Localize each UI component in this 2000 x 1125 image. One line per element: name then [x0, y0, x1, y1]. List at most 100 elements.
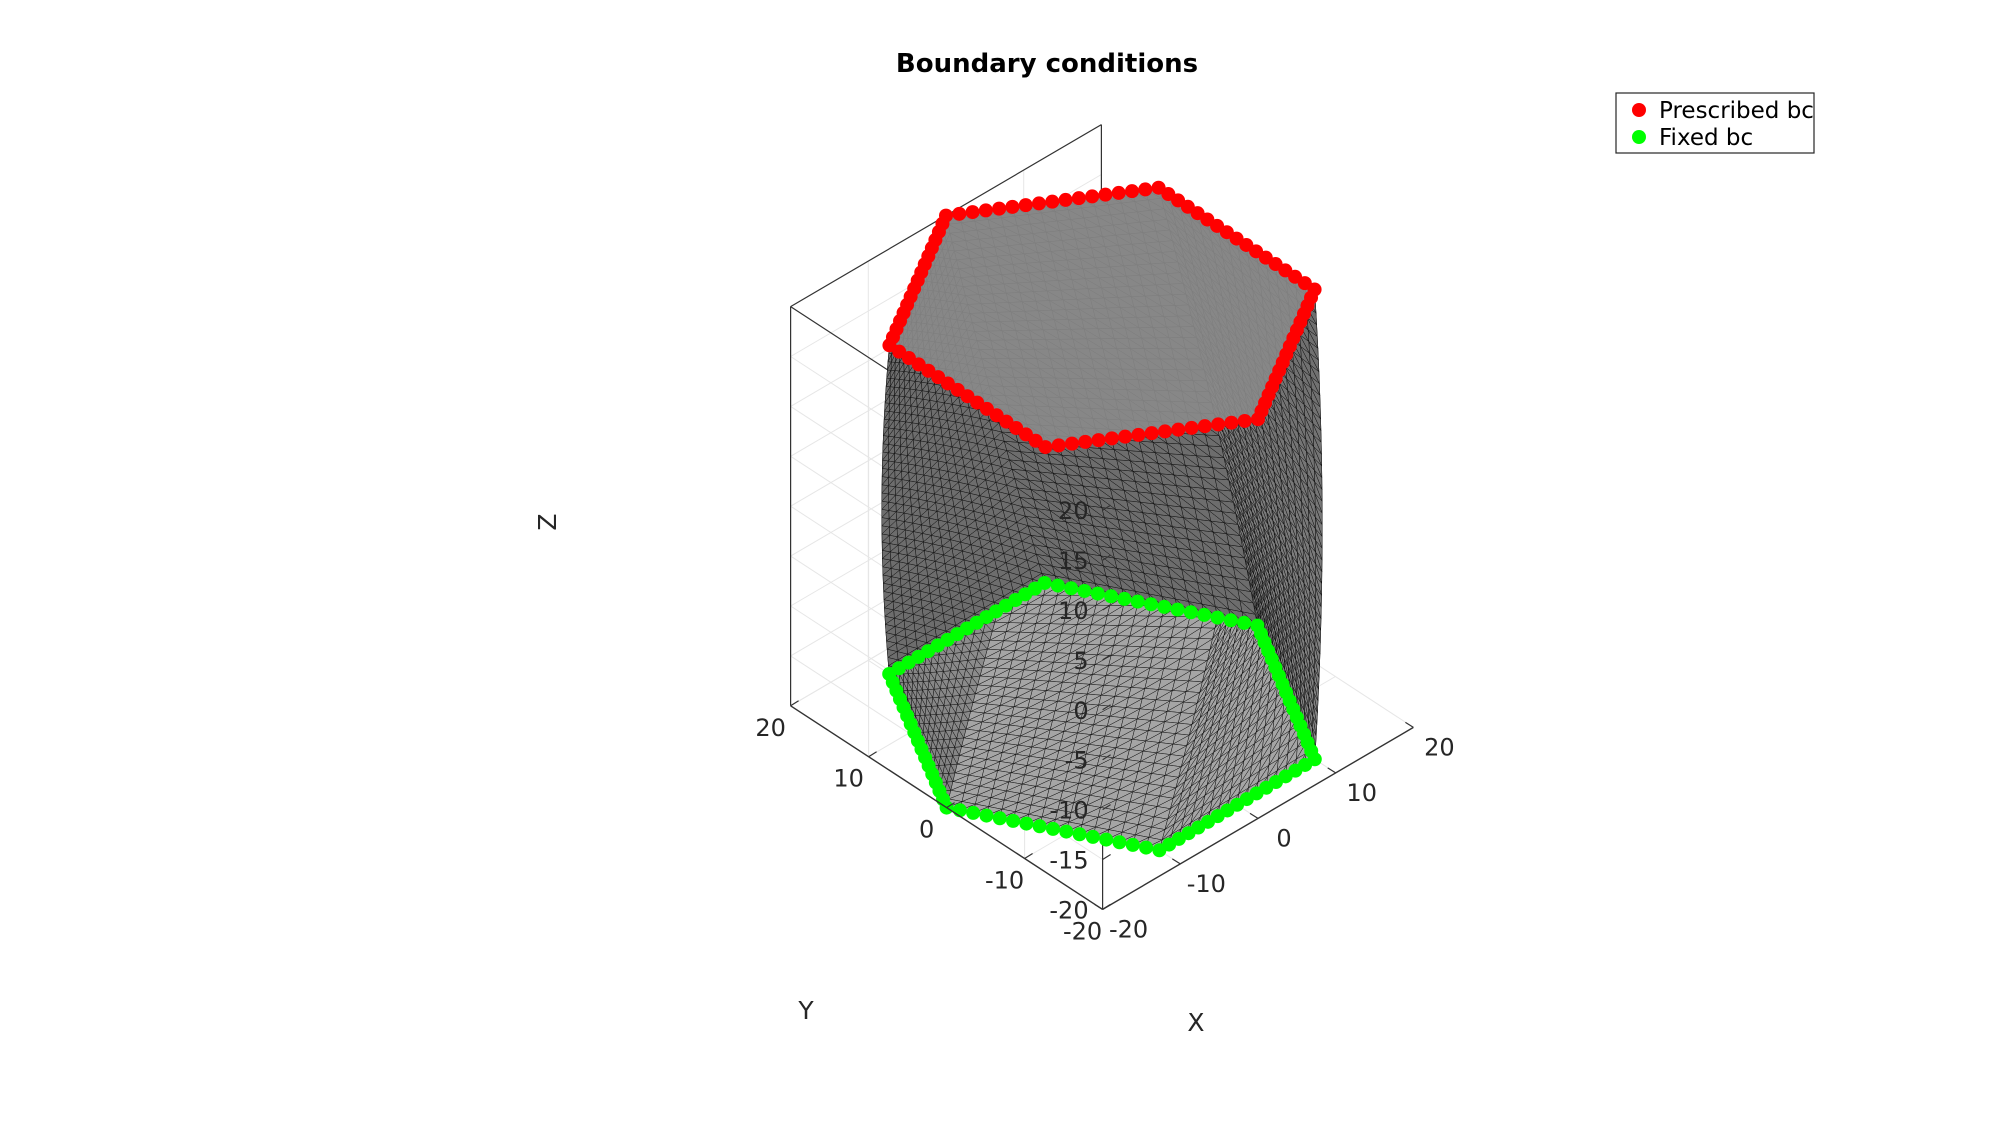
mesh-face: [1049, 720, 1068, 731]
mesh-face: [1074, 732, 1092, 744]
mesh-face: [1000, 640, 1019, 651]
mesh-face: [1009, 659, 1028, 670]
mesh-face: [1135, 824, 1153, 836]
mesh-face: [979, 777, 997, 787]
mesh-face: [1134, 771, 1153, 783]
mesh-face: [1044, 797, 1062, 808]
mesh-face: [981, 768, 999, 778]
mesh-face: [1092, 664, 1110, 675]
mesh-face: [1152, 647, 1170, 659]
mesh-face: [1054, 701, 1073, 712]
mesh-face: [1108, 819, 1126, 831]
mesh-face: [1090, 724, 1109, 736]
mesh-face: [999, 752, 1017, 762]
mesh-face: [1135, 656, 1154, 668]
mesh-face: [1070, 692, 1089, 704]
mesh-face: [1093, 714, 1111, 726]
mesh-face: [1032, 679, 1050, 690]
mesh-face: [1002, 686, 1020, 697]
mesh-face: [1148, 826, 1166, 838]
mesh-face: [1008, 715, 1027, 726]
mesh-face: [992, 723, 1011, 733]
mesh-face: [1140, 750, 1158, 762]
mesh-face: [1008, 772, 1026, 783]
mesh-face: [1015, 802, 1032, 813]
mesh-face: [1084, 804, 1102, 816]
mesh-face: [1129, 791, 1147, 803]
mesh-face: [1097, 807, 1115, 818]
mesh-face: [1020, 669, 1039, 680]
mesh-face: [1177, 658, 1195, 671]
mesh-face: [1121, 769, 1139, 781]
mesh-face: [1073, 682, 1091, 694]
mesh-face: [986, 750, 1004, 760]
mesh-face: [1137, 814, 1156, 826]
mesh-face: [1118, 727, 1136, 739]
mesh-face: [997, 761, 1015, 771]
mesh-face: [1089, 785, 1107, 796]
mesh-face: [1057, 691, 1075, 702]
mesh-face: [990, 788, 1008, 799]
mesh-face: [1084, 693, 1102, 705]
mesh-face: [1124, 811, 1142, 823]
mesh-face: [999, 696, 1018, 706]
mesh-face: [1118, 779, 1137, 791]
mesh-face: [1098, 694, 1116, 706]
mesh-face: [1099, 745, 1117, 757]
mesh-face: [1048, 778, 1067, 789]
mesh-face: [1060, 731, 1079, 742]
mesh-face: [1042, 748, 1060, 759]
mesh-face: [1124, 645, 1143, 657]
mesh-face: [1010, 763, 1028, 774]
mesh-face: [1014, 641, 1032, 652]
mesh-face: [1107, 767, 1126, 779]
mesh-face: [1110, 645, 1129, 657]
mesh-face: [1148, 773, 1166, 785]
mesh-face: [1163, 658, 1181, 670]
mesh-face: [1045, 680, 1064, 692]
mesh-face: [983, 759, 1001, 769]
mesh-face: [1116, 789, 1134, 801]
mesh-face: [1142, 740, 1161, 752]
mesh-face: [1166, 700, 1185, 712]
mesh-face: [1169, 743, 1188, 756]
mesh-face: [988, 685, 1007, 696]
mesh-face: [1153, 699, 1171, 711]
mesh-face: [1087, 684, 1105, 695]
mesh-face: [1095, 816, 1113, 828]
mesh-face: [1083, 644, 1101, 655]
mesh-face: [1050, 661, 1069, 673]
mesh-face: [1108, 655, 1126, 666]
mesh-face: [1169, 690, 1187, 702]
mesh-face: [1143, 793, 1161, 805]
mesh-face: [1111, 696, 1130, 707]
mesh-face: [1151, 762, 1169, 774]
mesh-face: [1026, 755, 1044, 766]
mesh-face: [1004, 677, 1023, 688]
mesh-face: [1155, 689, 1174, 701]
mesh-face: [1129, 739, 1147, 750]
mesh-face: [979, 721, 997, 732]
mesh-face: [965, 774, 983, 785]
mesh-face: [1037, 767, 1055, 778]
mesh-face: [1077, 723, 1095, 734]
mesh-face: [1144, 677, 1162, 689]
mesh-face: [1120, 717, 1139, 729]
mesh-face: [1172, 733, 1191, 745]
mesh-face: [1067, 761, 1085, 773]
mesh-face: [1115, 737, 1133, 749]
mesh-face: [1138, 646, 1156, 658]
mesh-face: [1158, 731, 1177, 743]
mesh-face: [1101, 735, 1120, 747]
mesh-face: [1037, 661, 1055, 672]
mesh-face: [1137, 761, 1155, 773]
mesh-face: [1179, 648, 1198, 660]
mesh-face: [977, 785, 995, 796]
mesh-face: [1040, 757, 1058, 769]
mesh-face: [1081, 814, 1099, 825]
mesh-face: [1150, 709, 1168, 721]
mesh-face: [1027, 698, 1045, 709]
mesh-face: [972, 748, 990, 758]
mesh-face: [1025, 651, 1044, 662]
mesh-face: [1110, 757, 1128, 769]
